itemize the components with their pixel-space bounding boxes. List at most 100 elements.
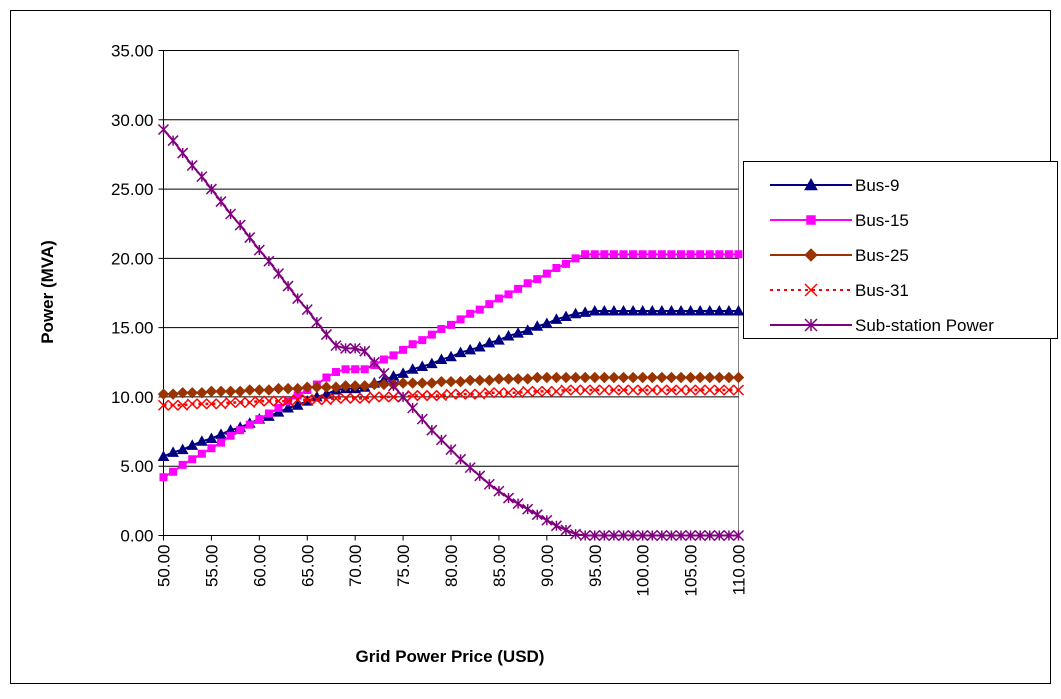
data-point [646,304,659,316]
data-point [704,371,716,384]
data-point [195,435,208,446]
data-point [493,387,505,399]
data-point [416,377,428,389]
data-point [579,529,591,542]
data-point [197,449,206,458]
data-point [579,306,592,317]
data-point [521,373,534,385]
data-point [253,395,265,407]
data-point [552,264,561,273]
data-point [408,340,417,349]
data-point [435,375,448,388]
data-point [636,371,649,384]
data-point [320,394,332,406]
data-point [608,529,620,542]
data-point [368,356,380,368]
data-point [512,327,524,338]
data-point [589,529,601,542]
data-point [340,342,352,354]
data-point [435,353,448,365]
data-point [196,171,208,183]
data-point [531,509,543,521]
data-point [590,250,599,259]
y-tick-label: 5.00 [120,457,153,476]
data-point [311,381,323,393]
x-axis-label: Grid Power Price (USD) [356,647,545,666]
data-point [292,394,304,406]
data-point [330,392,342,404]
data-point [215,196,227,208]
data-point [619,250,628,259]
data-point [322,373,331,382]
data-point [675,371,687,384]
data-point [569,371,582,384]
data-point [406,363,419,374]
data-point [579,371,591,384]
data-point [475,305,484,314]
data-point [435,434,447,446]
data-point [617,371,630,384]
data-point [416,360,429,371]
data-point [454,346,467,358]
data-point [589,384,601,396]
y-axis-label: Power (MVA) [38,240,57,344]
data-point [427,330,436,339]
data-point [207,444,216,453]
data-point [196,398,208,410]
data-point [704,529,716,542]
data-point [360,365,369,374]
data-point [215,385,227,398]
data-point [425,357,438,369]
data-point [474,388,486,400]
data-point [685,529,697,542]
data-point [205,385,218,398]
data-point [598,304,611,316]
data-point [157,399,170,411]
legend-marker [804,318,818,332]
x-tick-label: 110.00 [730,545,749,596]
data-point [588,304,601,316]
x-tick-label: 75.00 [394,545,413,588]
data-point [272,395,285,407]
data-point [234,396,246,409]
data-point [541,514,553,526]
data-point [542,269,551,278]
data-point [483,374,496,387]
data-point [581,250,590,259]
data-point [418,336,427,345]
data-point [502,373,515,385]
data-point [244,232,256,244]
data-point [320,388,333,399]
data-point [570,384,582,396]
x-tick-label: 50.00 [155,545,174,588]
legend-label: Bus-25 [855,246,909,265]
data-point [349,380,361,392]
data-point [512,498,524,510]
data-point [715,250,724,259]
data-point [665,529,677,542]
data-point [387,391,400,403]
data-point [456,315,465,324]
data-point [349,342,361,354]
data-point [178,460,187,469]
data-point [301,304,313,316]
data-point [494,294,503,303]
plot-area [163,50,739,536]
data-point [368,378,381,391]
data-point [282,401,294,413]
data-point [445,444,457,456]
x-tick-label: 90.00 [538,545,557,588]
data-point [169,467,178,476]
data-point [514,284,523,293]
data-point [226,431,235,440]
data-point [723,529,735,542]
data-point [455,388,467,400]
data-point [550,371,563,384]
data-point [598,529,610,542]
data-point [196,387,208,399]
data-point [531,385,543,397]
data-point [493,485,505,497]
data-point [253,244,265,256]
data-point [368,391,380,403]
data-point [301,394,313,406]
